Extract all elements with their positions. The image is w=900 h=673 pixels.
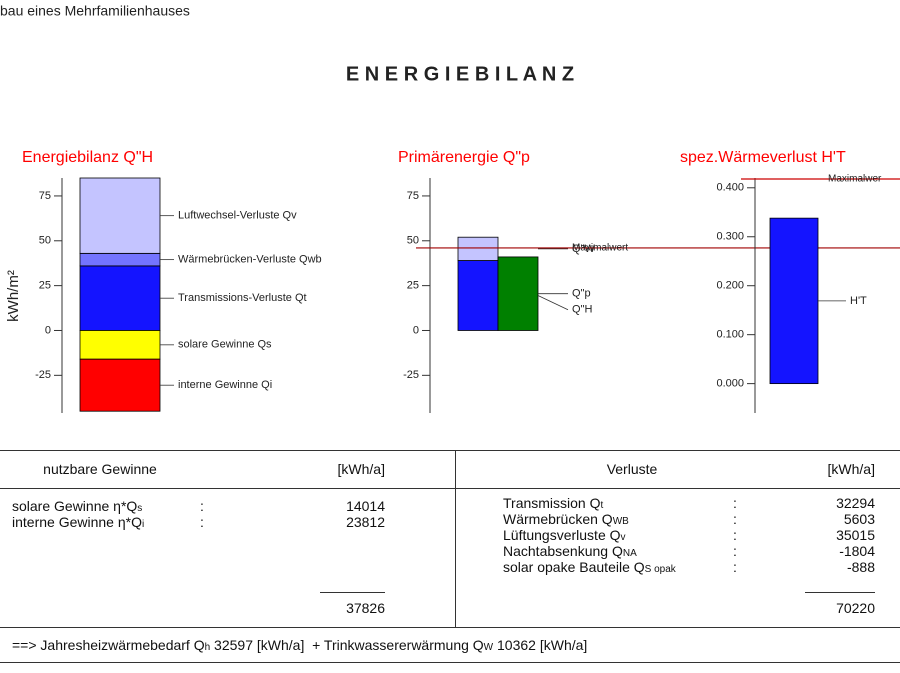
row-label: solare Gewinne η*Qs [12,498,142,517]
row-value: 5603 [843,511,875,527]
table-rule [0,488,900,489]
y-tick-label: 25 [39,280,51,292]
footer-subscript: h [204,642,211,653]
unit-header: [kWh/a] [337,461,385,477]
segment-label: Q"H [572,304,592,316]
label-subscript: NA [622,548,637,559]
bar-segment [497,256,539,331]
y-tick-label: 50 [407,235,419,247]
label-text: solare Gewinne η*Q [12,498,138,514]
row-value: 32294 [836,495,875,511]
y-tick-label: 0.000 [716,378,744,390]
y-tick-label: 0.400 [716,182,744,194]
row-label: Nachtabsenkung QNA [503,543,637,562]
table-rule [0,662,900,663]
label-subscript: WB [612,516,629,527]
separator: : [733,527,737,543]
label-subscript: s [137,503,143,514]
page-title: E N E R G I E B I L A N Z [346,63,574,85]
row-value: 35015 [836,527,875,543]
segment-label: Wärmebrücken-Verluste Qwb [178,254,322,266]
total-value: 37826 [346,600,385,616]
bar-segment [457,236,499,261]
label-text: Lüftungsverluste Q [503,527,621,543]
label-subscript: t [600,500,604,511]
bar-segment [79,252,161,267]
segment-label: Transmissions-Verluste Qt [178,292,307,304]
sum-rule [320,592,385,593]
separator: : [733,495,737,511]
leader-line [537,295,569,311]
separator: : [733,559,737,575]
footer-text: 10362 [kWh/a] [493,637,588,653]
y-tick-label: -25 [35,369,51,381]
label-text: interne Gewinne η*Q [12,514,142,530]
reference-label: Maximalwert [572,243,628,254]
y-tick-label: 0.200 [716,280,744,292]
separator: : [733,543,737,559]
label-subscript: S opak [644,564,676,575]
y-tick-label: 0.300 [716,231,744,243]
row-label: solar opake Bauteile QS opak [503,559,676,578]
chart-title: Primärenergie Q"p [398,149,530,166]
row-label: Lüftungsverluste Qv [503,527,626,546]
row-label: Transmission Qt [503,495,603,514]
footer-text: ==> Jahresheizwärmebedarf Q [12,637,205,653]
header-text: bau eines Mehrfamilienhauses [0,3,190,19]
table-rule [0,450,900,451]
chart-title: Energiebilanz Q"H [22,149,153,166]
label-subscript: i [141,519,145,530]
row-value: -888 [846,559,875,575]
charts: bau eines Mehrfamilienhauses E N E R G I… [0,3,900,413]
separator: : [733,511,737,527]
label-text: solar opake Bauteile Q [503,559,645,575]
bar-segment [79,265,161,331]
separator: : [200,514,204,530]
footer-text: 32597 [kWh/a] + Trinkwassererwärmung Q [210,637,484,653]
bar-segment [79,358,161,412]
segment-label: Q"p [572,288,591,300]
chart-title: spez.Wärmeverlust H'T [680,149,846,166]
bar-segment [769,217,819,385]
row-value: 23812 [346,514,385,530]
y-tick-label: -25 [403,369,419,381]
y-tick-label: 0 [413,324,419,336]
segment-label: interne Gewinne Qi [178,379,272,391]
bar-segment [79,330,161,360]
segment-label: Luftwechsel-Verluste Qv [178,210,297,222]
label-text: Transmission Q [503,495,601,511]
segment-label: H'T [850,295,867,307]
row-value: 14014 [346,498,385,514]
label-text: Nachtabsenkung Q [503,543,623,559]
y-tick-label: 25 [407,280,419,292]
y-tick-label: 0 [45,324,51,336]
bar-segment [457,260,499,331]
y-tick-label: 75 [407,190,419,202]
total-value: 70220 [836,600,875,616]
footer: ==> Jahresheizwärmebedarf Qh 32597 [kWh/… [12,637,587,656]
unit-header: [kWh/a] [827,461,875,477]
row-label: interne Gewinne η*Qi [12,514,144,533]
y-tick-label: 50 [39,235,51,247]
table-rule [0,627,900,628]
row-label: Wärmebrücken QWB [503,511,629,530]
y-tick-label: 0.100 [716,329,744,341]
row-value: -1804 [839,543,875,559]
column-header: Verluste [606,461,658,477]
y-tick-label: 75 [39,190,51,202]
reference-label: Maximalwer [828,174,882,185]
y-axis-label: kWh/m² [5,270,22,322]
sum-rule [805,592,875,593]
segment-label: Q"W [572,243,595,255]
column-header: nutzbare Gewinne [43,461,157,477]
segment-label: solare Gewinne Qs [178,339,272,351]
label-text: Wärmebrücken Q [503,511,613,527]
separator: : [200,498,204,514]
bar-segment [79,177,161,254]
footer-subscript: W [483,642,494,653]
label-subscript: v [620,532,626,543]
table-divider [455,450,456,627]
